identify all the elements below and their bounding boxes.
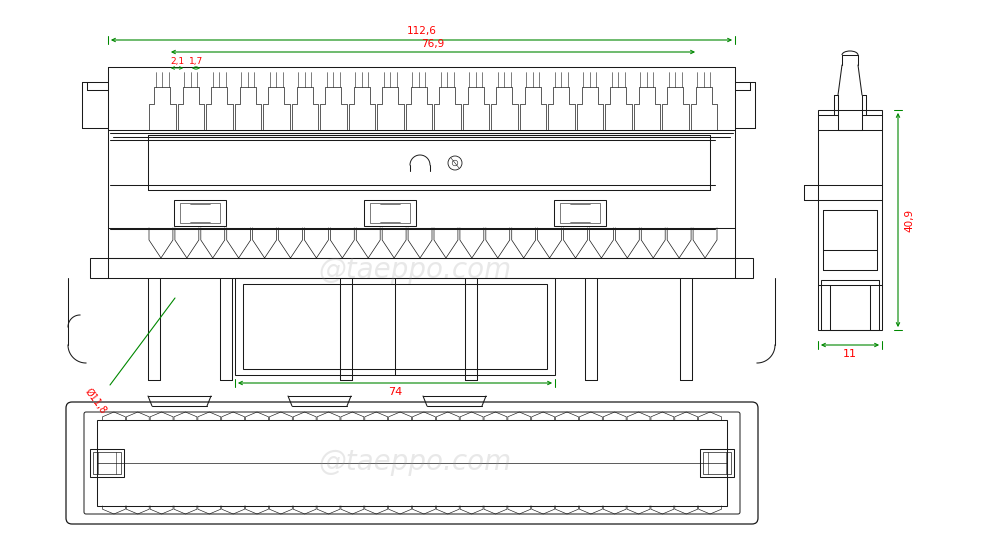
Bar	[364, 200, 415, 226]
Text: Ø11,8: Ø11,8	[83, 387, 107, 416]
Bar	[553, 200, 605, 226]
Text: 2,1: 2,1	[170, 57, 183, 66]
Bar	[90, 258, 752, 278]
Text: 74: 74	[387, 387, 401, 397]
Bar	[702, 452, 731, 474]
Text: 1,7: 1,7	[188, 57, 203, 66]
Text: 11: 11	[842, 349, 856, 359]
Text: @taeppo.com: @taeppo.com	[318, 256, 511, 284]
Bar	[559, 203, 599, 223]
Bar	[90, 449, 124, 477]
Text: 76,9: 76,9	[421, 39, 444, 49]
Text: 40,9: 40,9	[903, 208, 913, 231]
Text: 112,6: 112,6	[406, 26, 436, 36]
Bar	[370, 203, 409, 223]
Bar	[93, 452, 121, 474]
Bar	[820, 280, 879, 330]
Text: @taeppo.com: @taeppo.com	[318, 448, 511, 476]
Bar	[699, 449, 734, 477]
Bar	[817, 110, 881, 330]
Bar	[235, 278, 554, 375]
Bar	[174, 200, 226, 226]
Bar	[179, 203, 220, 223]
Bar	[97, 420, 727, 506]
Bar	[243, 284, 546, 369]
